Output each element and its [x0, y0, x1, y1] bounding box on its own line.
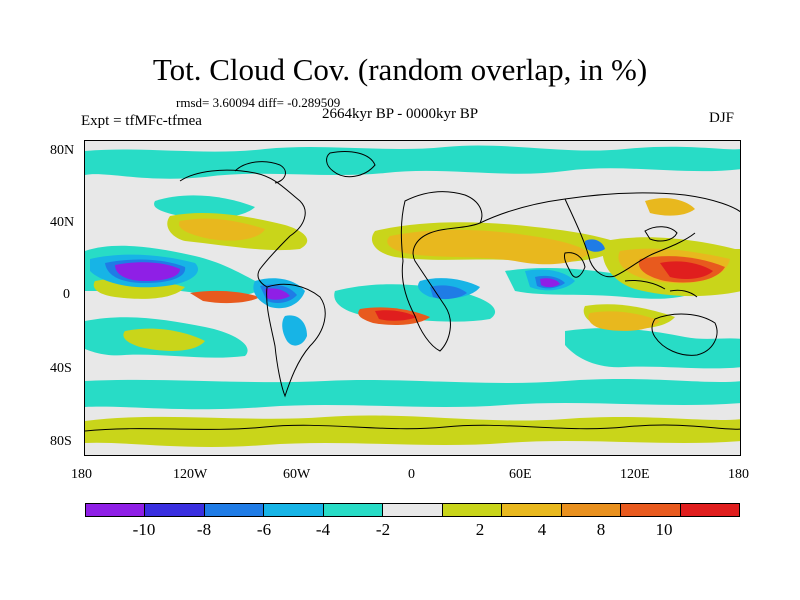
- colorbar-label: 2: [475, 520, 485, 539]
- colorbar-swatch: [383, 504, 443, 516]
- lon-tick-120w: 120W: [173, 467, 208, 482]
- lat-tick-40n: 40N: [50, 215, 75, 230]
- period-label: 2664kyr BP - 0000kyr BP: [322, 106, 479, 122]
- colorbar-label: -8: [196, 520, 212, 539]
- lon-tick-180e: 180: [728, 467, 749, 482]
- colorbar-swatch: [621, 504, 681, 516]
- colorbar-swatch: [561, 504, 622, 516]
- cloud-cover-map: [84, 140, 741, 456]
- experiment-label: Expt = tfMFc-tfmea: [81, 113, 202, 129]
- colorbar-label: -10: [132, 520, 156, 539]
- colorbar-label: 10: [655, 520, 673, 539]
- colorbar-swatch: [264, 504, 324, 516]
- lat-tick-40s: 40S: [50, 361, 72, 376]
- lon-tick-0: 0: [408, 467, 415, 482]
- lat-tick-80n: 80N: [50, 143, 75, 158]
- season-label: DJF: [709, 110, 735, 126]
- colorbar-swatch: [680, 504, 739, 516]
- lon-tick-60e: 60E: [509, 467, 532, 482]
- map-title: Tot. Cloud Cov. (random overlap, in %): [152, 52, 648, 87]
- colorbar-label: 8: [596, 520, 606, 539]
- coastlines: [85, 151, 740, 432]
- colorbar-swatch: [502, 504, 562, 516]
- lon-tick-180w: 180: [71, 467, 92, 482]
- stats-text: rmsd= 3.60094 diff= -0.289509: [176, 95, 341, 110]
- negative-max-regions: [115, 262, 560, 300]
- colorbar-swatch: [86, 504, 146, 516]
- colorbar-swatch: [145, 504, 205, 516]
- colorbar-swatch: [204, 504, 265, 516]
- colorbar-label: -6: [256, 520, 272, 539]
- colorbar-swatch: [323, 504, 384, 516]
- colorbar-label: -2: [375, 520, 391, 539]
- positive-max-regions: [375, 261, 713, 321]
- colorbar: [85, 503, 740, 517]
- lat-tick-80s: 80S: [50, 434, 72, 449]
- lat-tick-0: 0: [63, 287, 70, 302]
- colorbar-swatch: [442, 504, 503, 516]
- lon-tick-60w: 60W: [283, 467, 311, 482]
- colorbar-label: -4: [315, 520, 331, 539]
- colorbar-label: 4: [537, 520, 547, 539]
- lon-tick-120e: 120E: [620, 467, 650, 482]
